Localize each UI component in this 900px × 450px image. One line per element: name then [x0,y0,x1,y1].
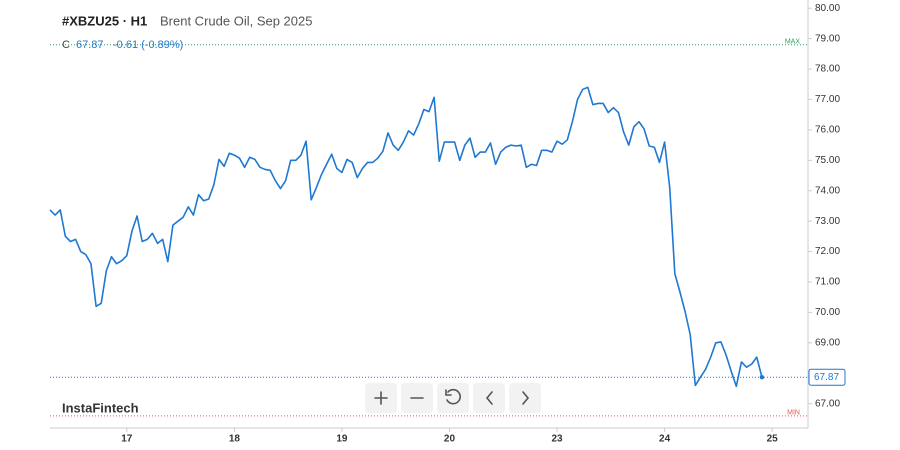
watermark: InstaFintech [62,400,139,415]
scroll-left-icon [485,391,493,405]
y-tick-label: 80.00 [815,3,840,14]
x-tick-label: 17 [121,434,133,445]
x-tick-label: 19 [336,434,348,445]
y-tick-label: 76.00 [815,125,840,136]
zoom-in-icon [374,391,388,405]
y-tick-label: 77.00 [815,94,840,105]
plot: 67.0068.0069.0070.0071.0072.0073.0074.00… [49,0,846,445]
scroll-right-button[interactable] [509,383,541,413]
y-tick-label: 70.00 [815,307,840,318]
price-line [49,86,763,388]
y-tick-label: 71.00 [815,277,840,288]
y-tick-label: 69.00 [815,337,840,348]
y-tick-label: 75.00 [815,155,840,166]
y-tick-label: 78.00 [815,64,840,75]
min-line-label: MIN [787,410,800,417]
instrument-subtitle: Brent Crude Oil, Sep 2025 [160,13,312,28]
max-line-label: MAX [785,39,801,46]
x-tick-label: 23 [551,434,563,445]
reset-button[interactable] [437,383,469,413]
y-tick-label: 72.00 [815,246,840,257]
x-tick-label: 18 [229,434,241,445]
scroll-left-button[interactable] [473,383,505,413]
last-price-label: 67.87 [814,372,839,383]
change-value: -0.61 (-0.89%) [113,39,183,51]
y-tick-label: 74.00 [815,185,840,196]
y-tick-label: 73.00 [815,216,840,227]
scroll-right-icon [522,391,530,405]
y-tick-label: 67.00 [815,398,840,409]
close-value: 67.87 [76,39,104,51]
x-tick-label: 20 [444,434,456,445]
reset-icon [445,388,461,405]
symbol-title: #XBZU25 · H1 [62,13,147,28]
x-tick-label: 25 [767,434,779,445]
close-prefix: C [62,39,70,51]
last-price-box [808,368,846,386]
y-tick-label: 79.00 [815,33,840,44]
toolbar [365,383,541,413]
x-tick-label: 24 [659,434,671,445]
